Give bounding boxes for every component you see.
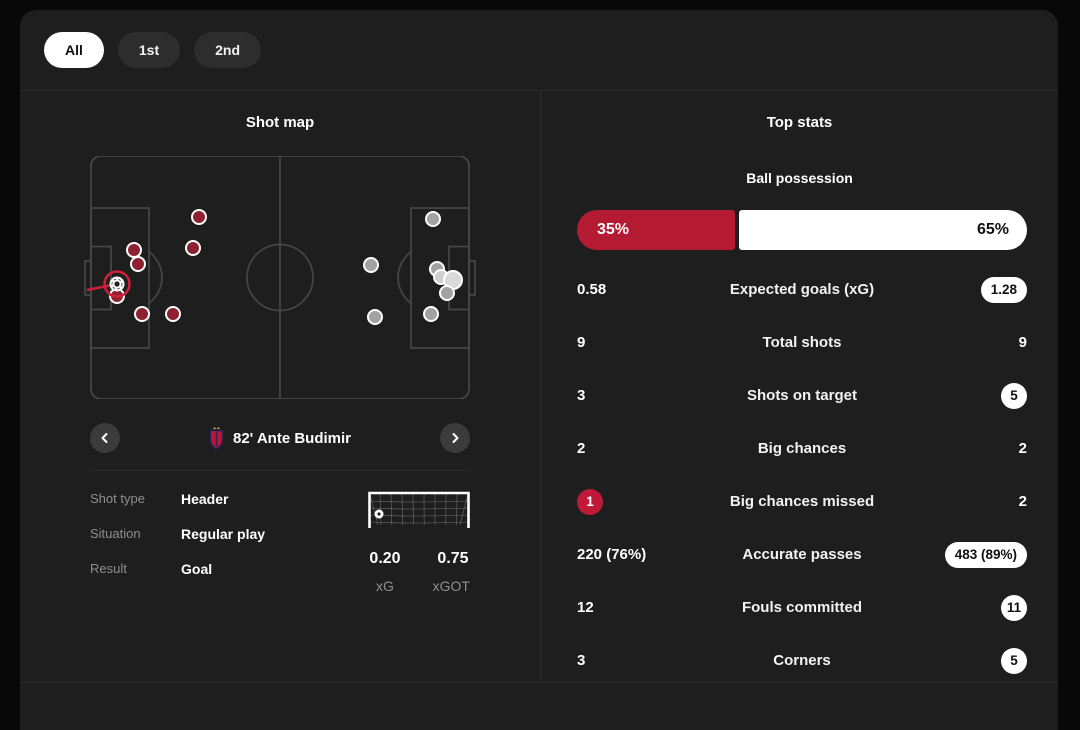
tab-all[interactable]: All [44,32,104,68]
chevron-left-icon [99,432,111,444]
pitch-lines [85,156,475,399]
xg-value: 0.20 [368,550,402,568]
chevron-right-icon [449,432,461,444]
away-value: 9 [1019,334,1027,351]
possession-away-bar: 65% [739,210,1028,250]
home-value: 12 [577,599,594,616]
xgot-value: 0.75 [436,550,470,568]
shot-marker[interactable] [426,212,440,226]
bottom-divider [20,682,1058,683]
possession-home-bar: 35% [577,210,735,250]
stat-row-fouls-committed: 12 Fouls committed 11 [577,581,1027,634]
shot-details: Shot type Header Situation Regular play … [90,471,470,596]
stat-row-big-chances-missed: 1 Big chances missed 2 [577,475,1027,528]
team-crest-icon [209,426,224,450]
stat-label: Expected goals (xG) [695,281,909,298]
away-value-badge: 5 [1001,383,1027,409]
possession-away-value: 65% [977,221,1009,239]
home-shot-markers [110,210,206,321]
current-shot-label-group: 82' Ante Budimir [209,426,351,450]
goal-metric-labels: xG xGOT [368,578,470,594]
away-value: 2 [1019,493,1027,510]
xgot-label: xGOT [433,578,470,594]
shot-marker[interactable] [368,310,382,324]
tab-1st[interactable]: 1st [118,32,180,68]
detail-row-shot-type: Shot type Header [90,491,265,507]
detail-row-situation: Situation Regular play [90,526,265,542]
stat-label: Big chances missed [695,493,909,510]
shot-marker[interactable] [440,286,454,300]
shot-marker[interactable] [166,307,180,321]
stat-label: Big chances [695,440,909,457]
home-value: 0.58 [577,281,606,298]
home-value-badge: 1 [577,489,603,515]
shot-marker[interactable] [186,241,200,255]
shot-map-title: Shot map [20,114,540,131]
stat-row-expected-goals: 0.58 Expected goals (xG) 1.28 [577,263,1027,316]
stat-row-shots-on-target: 3 Shots on target 5 [577,369,1027,422]
away-value-badge: 483 (89%) [945,542,1027,568]
detail-value: Header [181,491,228,507]
home-value: 9 [577,334,585,351]
stat-row-accurate-passes: 220 (76%) Accurate passes 483 (89%) [577,528,1027,581]
period-tabs: All 1st 2nd [20,10,1058,90]
tab-2nd[interactable]: 2nd [194,32,261,68]
away-value-badge: 5 [1001,648,1027,674]
match-stats-card: All 1st 2nd Shot map [20,10,1058,730]
detail-label: Situation [90,526,181,542]
pitch-svg [83,156,477,399]
pitch [83,156,477,404]
home-value: 3 [577,652,585,669]
detail-label: Result [90,561,181,577]
possession-bar: 35% 65% [577,210,1027,250]
away-value: 2 [1019,440,1027,457]
possession-label: Ball possession [541,170,1058,186]
xg-label: xG [368,578,402,594]
shot-navigator: 82' Ante Budimir [90,423,470,453]
away-value-badge: 1.28 [981,277,1027,303]
shot-marker[interactable] [127,243,141,257]
stat-label: Accurate passes [695,546,909,563]
away-shot-markers [364,212,462,324]
stat-label: Shots on target [695,387,909,404]
detail-value: Regular play [181,526,265,542]
stat-row-corners: 3 Corners 5 [577,634,1027,687]
ball-pattern [114,281,119,286]
goal-net-icon [368,491,470,529]
detail-value: Goal [181,561,212,577]
home-value: 2 [577,440,585,457]
detail-label: Shot type [90,491,181,507]
goal-visualization: 0.20 0.75 xG xGOT [368,491,470,596]
shot-marker[interactable] [131,257,145,271]
stat-row-total-shots: 9 Total shots 9 [577,316,1027,369]
shot-marker[interactable] [364,258,378,272]
stat-label: Total shots [695,334,909,351]
shot-marker[interactable] [135,307,149,321]
goal-ball-icon [375,510,384,519]
shot-map-panel: Shot map [20,91,540,682]
possession-home-value: 35% [597,221,629,239]
goal-metric-values: 0.20 0.75 [368,550,470,568]
home-value: 220 (76%) [577,546,646,563]
current-shot-label: 82' Ante Budimir [233,430,351,447]
top-stats-panel: Top stats Ball possession 35% 65% 0.58 E… [540,91,1058,682]
shot-marker[interactable] [192,210,206,224]
top-stats-title: Top stats [541,114,1058,131]
stat-label: Corners [695,652,909,669]
stat-label: Fouls committed [695,599,909,616]
stat-row-big-chances: 2 Big chances 2 [577,422,1027,475]
prev-shot-button[interactable] [90,423,120,453]
shot-detail-list: Shot type Header Situation Regular play … [90,491,265,596]
stats-rows: 0.58 Expected goals (xG) 1.28 9 Total sh… [577,263,1027,687]
detail-row-result: Result Goal [90,561,265,577]
home-value: 3 [577,387,585,404]
away-value-badge: 11 [1001,595,1027,621]
shot-marker[interactable] [424,307,438,321]
next-shot-button[interactable] [440,423,470,453]
